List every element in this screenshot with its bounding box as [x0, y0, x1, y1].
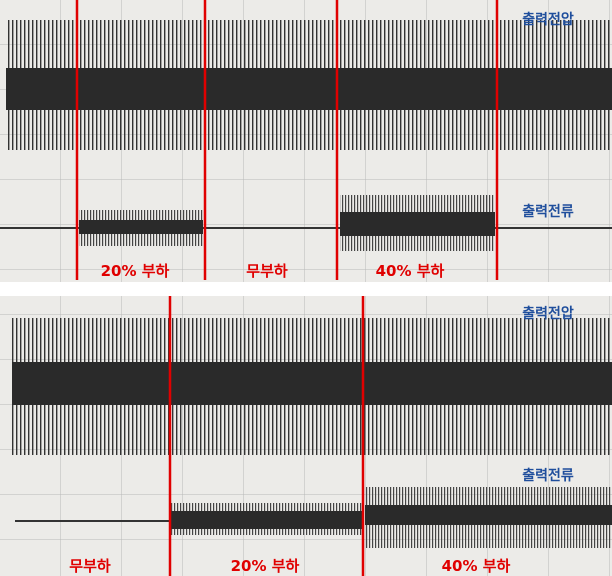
segment-label: 40% 부하	[376, 262, 445, 280]
voltage-band	[12, 362, 612, 405]
voltage-band	[6, 68, 612, 110]
voltage-label: 출력전압	[522, 305, 574, 322]
current-band	[365, 505, 612, 525]
dividers	[75, 0, 499, 280]
segment-label: 20% 부하	[101, 262, 170, 280]
dividers	[168, 296, 365, 576]
current-label: 출력전류	[522, 203, 574, 220]
panel-1: 출력전압 출력전류 20% 부하 무부하 40% 부하	[0, 0, 612, 282]
current-band	[340, 212, 495, 236]
current-label: 출력전류	[522, 467, 574, 484]
segment-label: 40% 부하	[442, 557, 511, 575]
segment-label: 20% 부하	[231, 557, 300, 575]
segment-label: 무부하	[69, 557, 111, 575]
voltage-label: 출력전압	[522, 11, 574, 28]
segment-label: 무부하	[246, 262, 288, 280]
current-band	[79, 220, 203, 234]
panel-2: 출력전압 출력전류 무부하 20% 부하 40% 부하	[0, 296, 612, 576]
current-band	[171, 511, 362, 529]
